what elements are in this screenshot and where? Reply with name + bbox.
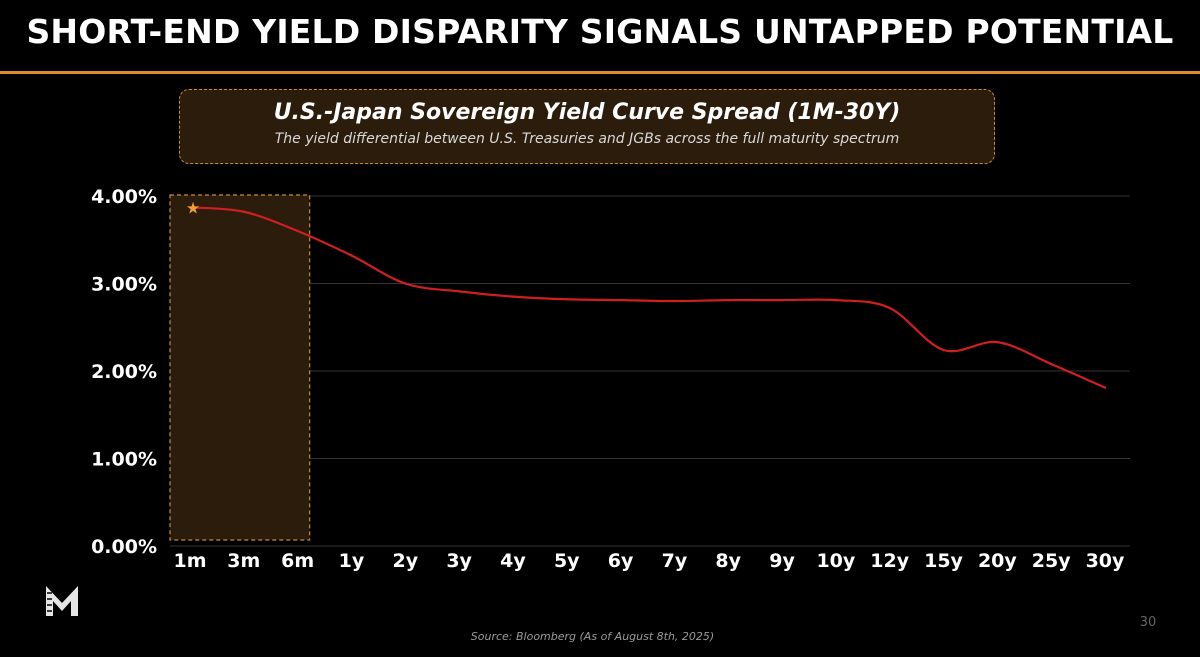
- x-tick-label: 3m: [227, 550, 260, 572]
- slide-title: SHORT-END YIELD DISPARITY SIGNALS UNTAPP…: [26, 12, 1174, 51]
- x-tick-label: 4y: [500, 550, 526, 572]
- data-point: [457, 290, 461, 293]
- data-point: [1103, 386, 1107, 389]
- x-tick-label: 12y: [870, 550, 909, 572]
- y-tick-label: 1.00%: [91, 449, 157, 471]
- data-point: [942, 348, 945, 352]
- x-tick-label: 6y: [608, 550, 634, 572]
- x-tick-label: 20y: [978, 550, 1017, 572]
- x-tick-label: 2y: [392, 550, 418, 572]
- data-point: [1049, 362, 1053, 366]
- page-number: 30: [1139, 615, 1157, 630]
- source-note: Source: Bloomberg (As of August 8th, 202…: [470, 630, 715, 643]
- y-axis: 0.00% 1.00% 2.00% 3.00% 4.00%: [91, 186, 157, 558]
- x-axis: 1m 3m 6m 1y 2y 3y 4y 5y 6y 7y 8y 9y 10y 12y 15y 20y 25y 3…: [173, 550, 1125, 572]
- chart-subtitle: The yield differential between U.S. Trea…: [274, 131, 900, 147]
- x-tick-label: 5y: [554, 550, 580, 572]
- x-tick-label: 25y: [1032, 550, 1071, 572]
- data-point: [996, 340, 999, 344]
- data-point: [780, 298, 784, 302]
- x-tick-label: 7y: [662, 550, 688, 572]
- y-tick-label: 2.00%: [91, 361, 157, 383]
- chart-title: U.S.-Japan Sovereign Yield Curve Spread …: [273, 100, 901, 125]
- data-point: [673, 299, 676, 303]
- grid-lines: [170, 195, 1130, 547]
- x-tick-label: 8y: [715, 550, 741, 572]
- x-tick-label: 6m: [281, 550, 314, 572]
- data-point: [350, 254, 353, 257]
- x-tick-label: 30y: [1086, 550, 1125, 572]
- data-point: [619, 298, 622, 302]
- short-end-highlight-box: [169, 194, 311, 541]
- chart-header-box: U.S.-Japan Sovereign Yield Curve Spread …: [179, 89, 995, 164]
- series-layer: ★: [186, 198, 1107, 389]
- data-point: [188, 206, 192, 209]
- brand-logo-icon: [46, 586, 78, 616]
- data-point: [404, 282, 407, 285]
- title-divider: [0, 71, 1200, 74]
- x-tick-label: 1y: [339, 550, 365, 572]
- x-tick-label: 3y: [446, 550, 472, 572]
- y-tick-label: 0.00%: [91, 536, 157, 558]
- data-point: [834, 298, 838, 302]
- data-point: [565, 298, 568, 301]
- x-tick-label: 10y: [816, 550, 855, 572]
- data-point: [242, 210, 246, 213]
- y-tick-label: 3.00%: [91, 274, 157, 296]
- data-point: [888, 306, 891, 310]
- series-line: [189, 206, 1106, 389]
- star-marker-icon: ★: [186, 198, 200, 217]
- highlight-layer: [169, 194, 311, 541]
- x-tick-label: 9y: [769, 550, 795, 572]
- data-point: [296, 229, 299, 233]
- data-point: [727, 298, 730, 302]
- data-point: [511, 295, 515, 298]
- y-tick-label: 4.00%: [91, 186, 157, 208]
- x-tick-label: 15y: [924, 550, 963, 572]
- x-tick-label: 1m: [173, 550, 206, 572]
